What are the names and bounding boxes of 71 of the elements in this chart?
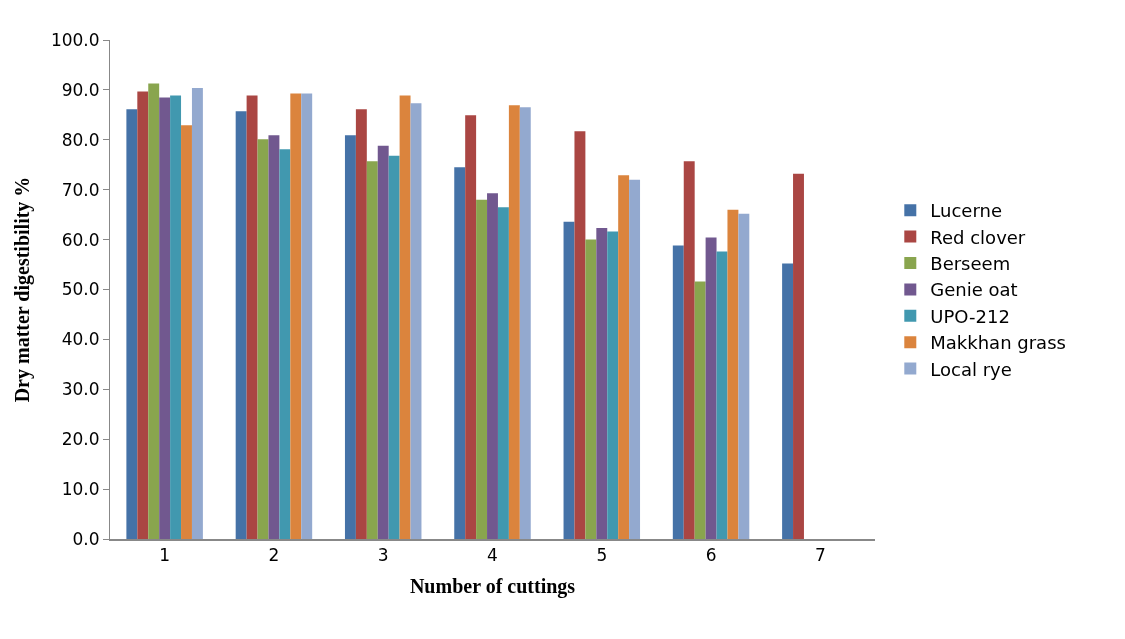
bar — [508, 105, 520, 539]
legend-label: Berseem — [930, 253, 1011, 275]
bar — [301, 93, 313, 539]
bar — [672, 245, 684, 539]
bar — [454, 167, 466, 539]
bar — [388, 155, 400, 539]
y-tick-label: 0.0 — [72, 528, 100, 549]
bar — [716, 251, 728, 539]
bar — [366, 161, 378, 539]
bar — [191, 87, 203, 539]
bar — [705, 237, 717, 539]
bar — [279, 149, 291, 539]
bar — [585, 239, 597, 539]
legend-label: Lucerne — [930, 200, 1002, 222]
y-tick-label: 80.0 — [61, 129, 100, 150]
y-tick-label: 50.0 — [61, 279, 100, 300]
bar — [399, 95, 411, 539]
legend-label: Red clover — [930, 226, 1026, 248]
bar — [126, 109, 138, 539]
y-tick-label: 40.0 — [61, 329, 100, 350]
y-tick-label: 100.0 — [50, 29, 100, 50]
bar — [159, 97, 171, 539]
y-tick-label: 70.0 — [61, 179, 100, 200]
bar — [727, 209, 739, 539]
bar — [148, 83, 160, 539]
legend-label: UPO-212 — [930, 305, 1010, 327]
x-tick-label: 7 — [814, 545, 826, 566]
y-tick-label: 90.0 — [61, 79, 100, 100]
bar — [574, 131, 586, 539]
bar — [694, 281, 706, 539]
bar — [607, 231, 619, 539]
bar — [519, 107, 531, 539]
bar — [290, 93, 302, 539]
legend-label: Genie oat — [930, 279, 1018, 301]
bar — [257, 139, 269, 539]
bar — [344, 135, 356, 539]
legend-label: Local rye — [930, 358, 1012, 380]
bar — [181, 125, 192, 539]
bar — [629, 179, 641, 539]
bar — [793, 173, 804, 539]
bar — [782, 263, 794, 539]
x-tick-label: 2 — [268, 545, 280, 566]
bar — [563, 221, 575, 539]
bar — [268, 135, 280, 539]
bar — [410, 103, 422, 539]
bar — [170, 95, 182, 539]
y-axis-title: Dry matter digestibility % — [11, 176, 35, 403]
bar — [246, 95, 258, 539]
y-tick-label: 30.0 — [61, 379, 100, 400]
x-tick-label: 4 — [487, 545, 498, 566]
x-tick-label: 3 — [377, 545, 389, 566]
x-tick-label: 5 — [596, 545, 608, 566]
bar — [618, 175, 630, 539]
legend-label: Makkhan grass — [930, 332, 1066, 354]
x-tick-label: 1 — [159, 545, 171, 566]
y-tick-label: 20.0 — [61, 429, 100, 450]
bar — [596, 228, 608, 539]
bar — [476, 199, 488, 539]
bar — [487, 193, 498, 539]
bar — [137, 91, 149, 539]
bar — [235, 111, 247, 539]
bar — [683, 161, 695, 539]
y-tick-label: 60.0 — [61, 229, 100, 250]
bar — [377, 145, 389, 539]
x-axis-title: Number of cuttings — [409, 575, 576, 599]
bar — [465, 115, 477, 539]
bar — [355, 109, 367, 539]
bar — [738, 213, 750, 539]
x-tick-label: 6 — [705, 545, 717, 566]
bar — [497, 207, 509, 539]
y-tick-label: 10.0 — [61, 479, 100, 500]
